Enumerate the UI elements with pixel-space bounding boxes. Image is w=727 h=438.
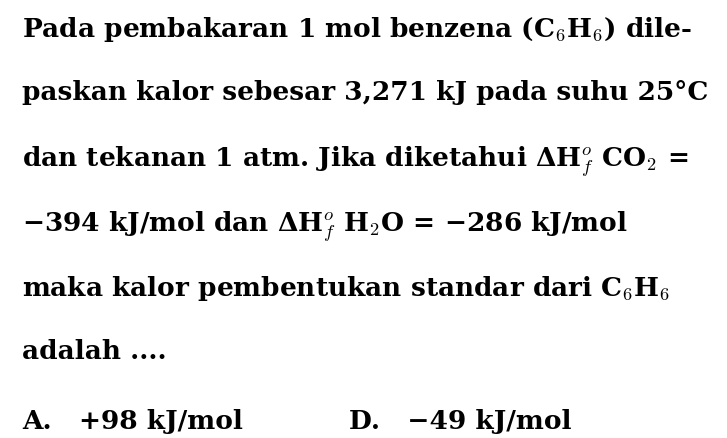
Text: paskan kalor sebesar 3,271 kJ pada suhu 25°C: paskan kalor sebesar 3,271 kJ pada suhu … [22, 80, 708, 105]
Text: Pada pembakaran 1 mol benzena (C$_6$H$_6$) dile-: Pada pembakaran 1 mol benzena (C$_6$H$_6… [22, 15, 691, 44]
Text: adalah ....: adalah .... [22, 339, 166, 364]
Text: −394 kJ/mol dan ΔH$_f^o$ H$_2$O = −286 kJ/mol: −394 kJ/mol dan ΔH$_f^o$ H$_2$O = −286 k… [22, 210, 627, 245]
Text: maka kalor pembentukan standar dari C$_6$H$_6$: maka kalor pembentukan standar dari C$_6… [22, 275, 670, 304]
Text: A.   +98 kJ/mol: A. +98 kJ/mol [22, 409, 243, 434]
Text: dan tekanan 1 atm. Jika diketahui ΔH$_f^o$ CO$_2$ =: dan tekanan 1 atm. Jika diketahui ΔH$_f^… [22, 145, 688, 180]
Text: D.   −49 kJ/mol: D. −49 kJ/mol [349, 409, 571, 434]
